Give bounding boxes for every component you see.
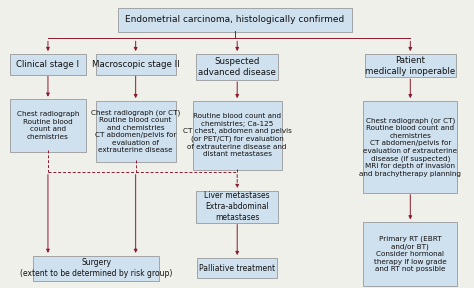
Text: Suspected
advanced disease: Suspected advanced disease (198, 57, 276, 77)
FancyBboxPatch shape (192, 101, 282, 170)
Text: Chest radiograph (or CT)
Routine blood count
and chemistries
CT abdomen/pelvis f: Chest radiograph (or CT) Routine blood c… (91, 109, 180, 153)
Text: Chest radiograph (or CT)
Routine blood count and
chemistries
CT abdomen/pelvis f: Chest radiograph (or CT) Routine blood c… (359, 117, 461, 177)
FancyBboxPatch shape (196, 191, 278, 223)
FancyBboxPatch shape (196, 54, 278, 80)
FancyBboxPatch shape (364, 101, 457, 193)
Text: Endometrial carcinoma, histologically confirmed: Endometrial carcinoma, histologically co… (125, 16, 345, 24)
FancyBboxPatch shape (10, 99, 86, 151)
Text: Routine blood count and
chemistries; Ca-125
CT chest, abdomen and pelvis
(or PET: Routine blood count and chemistries; Ca-… (183, 113, 292, 158)
FancyBboxPatch shape (197, 258, 277, 278)
FancyBboxPatch shape (96, 54, 175, 75)
Text: Primary RT (EBRT
and/or BT)
Consider hormonal
therapy if low grade
and RT not po: Primary RT (EBRT and/or BT) Consider hor… (374, 235, 447, 272)
Text: Palliative treatment: Palliative treatment (199, 264, 275, 272)
Text: Liver metastases
Extra-abdominal
metastases: Liver metastases Extra-abdominal metasta… (204, 191, 270, 222)
FancyBboxPatch shape (118, 8, 352, 32)
Text: Macroscopic stage II: Macroscopic stage II (92, 60, 180, 69)
FancyBboxPatch shape (365, 54, 456, 77)
Text: Surgery
(extent to be determined by risk group): Surgery (extent to be determined by risk… (20, 258, 173, 278)
FancyBboxPatch shape (34, 255, 159, 281)
Text: Clinical stage I: Clinical stage I (17, 60, 80, 69)
Text: Chest radiograph
Routine blood
count and
chemistries: Chest radiograph Routine blood count and… (17, 111, 79, 140)
FancyBboxPatch shape (10, 54, 86, 75)
Text: Patient
medically inoperable: Patient medically inoperable (365, 56, 456, 76)
FancyBboxPatch shape (364, 222, 457, 286)
FancyBboxPatch shape (96, 101, 175, 162)
